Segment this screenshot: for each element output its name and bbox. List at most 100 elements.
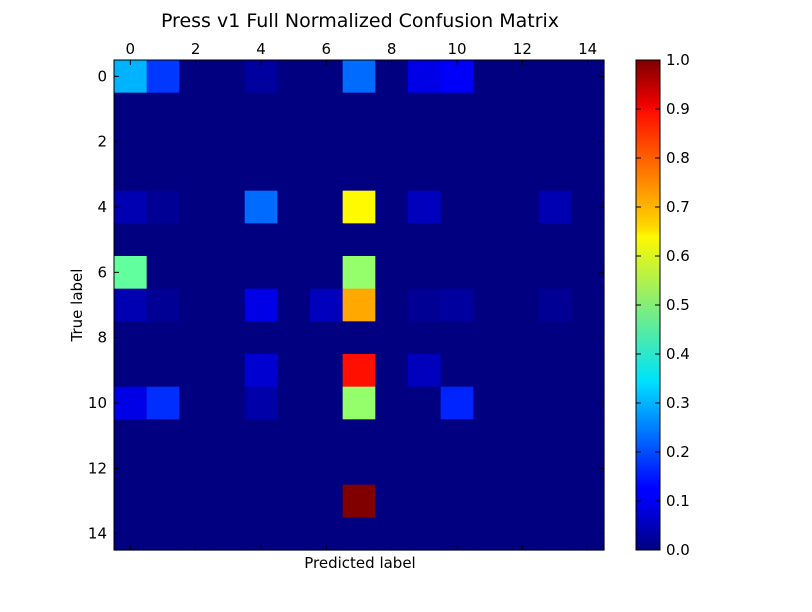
- heatmap-cell: [146, 223, 180, 257]
- heatmap-cell: [506, 288, 540, 322]
- heatmap-cell: [375, 223, 409, 257]
- heatmap-cell: [114, 158, 148, 192]
- heatmap-cell: [375, 386, 409, 420]
- heatmap-cell: [342, 321, 376, 355]
- x-axis-ticks: 0 2 4 6 8 10 12 14: [126, 40, 597, 550]
- heatmap-cell: [179, 223, 213, 257]
- heatmap-cell: [146, 354, 180, 388]
- plot-frame: [113, 59, 605, 551]
- heatmap-cell: [179, 419, 213, 453]
- heatmap-cell: [538, 452, 572, 486]
- x-tick-label: 12: [513, 40, 532, 58]
- heatmap-cell: [342, 452, 376, 486]
- heatmap-cell: [473, 386, 507, 420]
- heatmap-cell: [408, 484, 442, 518]
- heatmap-cell: [244, 288, 278, 322]
- heatmap-cell: [473, 517, 507, 551]
- heatmap-cell: [342, 256, 376, 290]
- y-tick-label: 12: [88, 459, 107, 477]
- heatmap-cell: [440, 158, 474, 192]
- heatmap-cell: [114, 288, 148, 322]
- y-tick-label: 8: [97, 329, 107, 347]
- heatmap-cell: [342, 190, 376, 224]
- colorbar-tick-label: 0.1: [666, 492, 690, 510]
- heatmap-cell: [342, 288, 376, 322]
- y-tick-label: 10: [88, 394, 107, 412]
- heatmap-cell: [506, 125, 540, 159]
- heatmap-cell: [342, 158, 376, 192]
- heatmap-cell: [538, 354, 572, 388]
- y-tick-label: 14: [88, 525, 107, 543]
- heatmap-cell: [506, 321, 540, 355]
- heatmap-cell: [440, 125, 474, 159]
- heatmap-cell: [342, 223, 376, 257]
- heatmap-cell: [473, 92, 507, 126]
- y-axis-ticks: 0 2 4 6 8 10 12 14: [88, 67, 604, 543]
- colorbar-tick-label: 0.8: [666, 149, 690, 167]
- heatmap-cell: [114, 223, 148, 257]
- heatmap-cell: [146, 190, 180, 224]
- heatmap-cell: [146, 256, 180, 290]
- heatmap-cell: [310, 321, 344, 355]
- y-tick-label: 0: [97, 67, 107, 85]
- heatmap-cell: [114, 125, 148, 159]
- heatmap-cell: [277, 256, 311, 290]
- heatmap-cell: [375, 354, 409, 388]
- heatmap-cell: [212, 452, 246, 486]
- colorbar-tick-label: 1.0: [666, 51, 690, 69]
- x-tick-label: 14: [578, 40, 597, 58]
- heatmap-cell: [473, 125, 507, 159]
- heatmap-cell: [506, 92, 540, 126]
- heatmap-cell: [146, 92, 180, 126]
- heatmap-cell: [179, 288, 213, 322]
- heatmap-cell: [244, 452, 278, 486]
- heatmap-cell: [375, 256, 409, 290]
- x-tick-label: 0: [126, 40, 136, 58]
- heatmap-cell: [212, 158, 246, 192]
- heatmap-cell: [408, 419, 442, 453]
- colorbar-tick-label: 0.7: [666, 198, 690, 216]
- y-tick-label: 2: [97, 133, 107, 151]
- heatmap-cell: [277, 223, 311, 257]
- colorbar-tick-label: 0.2: [666, 443, 690, 461]
- colorbar-tick-label: 0.3: [666, 394, 690, 412]
- heatmap-cell: [212, 354, 246, 388]
- heatmap-cell: [440, 484, 474, 518]
- heatmap-cell: [212, 288, 246, 322]
- heatmap-cell: [408, 354, 442, 388]
- heatmap-cell: [146, 484, 180, 518]
- heatmap-cell: [375, 60, 409, 94]
- heatmap-cell: [277, 190, 311, 224]
- heatmap-cell: [179, 321, 213, 355]
- y-tick-label: 6: [97, 263, 107, 281]
- heatmap-cell: [440, 419, 474, 453]
- x-tick-label: 10: [447, 40, 466, 58]
- heatmap-cell: [375, 125, 409, 159]
- heatmap-cell: [146, 288, 180, 322]
- heatmap-cell: [408, 386, 442, 420]
- heatmap-cell: [212, 517, 246, 551]
- x-tick-label: 2: [191, 40, 201, 58]
- heatmap-cell: [342, 92, 376, 126]
- heatmap-cell: [408, 158, 442, 192]
- heatmap-cell: [408, 256, 442, 290]
- heatmap-cell: [473, 158, 507, 192]
- x-axis-label: Predicted label: [304, 554, 416, 572]
- heatmap-cell: [114, 60, 148, 94]
- heatmap-cell: [114, 484, 148, 518]
- heatmap-cell: [506, 452, 540, 486]
- heatmap-cell: [179, 256, 213, 290]
- heatmap-cell: [277, 419, 311, 453]
- heatmap-cell: [342, 125, 376, 159]
- heatmap-cell: [506, 354, 540, 388]
- heatmap-cell: [310, 354, 344, 388]
- heatmap-cell: [277, 60, 311, 94]
- heatmap-cell: [244, 158, 278, 192]
- heatmap-cell: [212, 419, 246, 453]
- heatmap-cell: [538, 321, 572, 355]
- heatmap-cell: [440, 452, 474, 486]
- heatmap-cell: [375, 484, 409, 518]
- heatmap-cell: [571, 419, 605, 453]
- heatmap-cell: [277, 517, 311, 551]
